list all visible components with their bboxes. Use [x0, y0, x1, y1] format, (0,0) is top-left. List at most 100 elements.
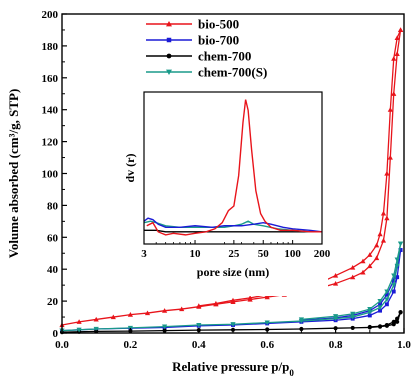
inset-x-tick-label: 10 [190, 248, 202, 260]
data-point [387, 154, 393, 160]
data-point [350, 314, 356, 320]
inset-series-bio-700 [144, 217, 322, 233]
x-axis-label: Relative pressure p/p0 [172, 359, 294, 377]
data-point [397, 27, 404, 33]
data-point [264, 320, 270, 326]
y-tick-label: 120 [42, 137, 59, 149]
data-point [360, 258, 366, 264]
data-point [391, 283, 397, 288]
data-point [384, 170, 390, 176]
data-point [162, 324, 168, 330]
y-tick-label: 40 [47, 264, 59, 276]
data-point [367, 310, 373, 315]
data-point [230, 297, 236, 303]
y-tick-label: 140 [42, 105, 59, 117]
data-point [367, 324, 372, 330]
data-point [230, 322, 236, 327]
data-point [367, 252, 373, 257]
series-chem-700(S) [59, 241, 404, 334]
y-tick-label: 180 [42, 41, 59, 53]
x-tick-label: 0.4 [192, 339, 206, 351]
data-point [230, 327, 236, 332]
legend-item-chem-700: chem-700 [146, 49, 251, 64]
data-point [384, 215, 390, 221]
data-point [391, 273, 397, 279]
y-tick-label: 160 [42, 73, 59, 85]
data-point [398, 248, 403, 253]
legend-label: chem-700 [198, 49, 251, 64]
data-point [350, 274, 356, 280]
data-point [378, 302, 383, 307]
data-point [196, 303, 202, 308]
inset-y-axis-label: dv (r) [123, 154, 137, 183]
y-tick-label: 60 [47, 232, 59, 244]
data-point [350, 265, 356, 270]
data-point [333, 316, 339, 322]
data-point [394, 51, 400, 56]
data-point [196, 322, 202, 328]
data-point [367, 313, 372, 318]
data-point [333, 272, 339, 278]
data-point [144, 310, 151, 316]
data-point [76, 327, 82, 333]
data-point [395, 275, 400, 280]
data-point [380, 237, 387, 243]
y-tick-label: 100 [42, 169, 59, 181]
data-point [374, 242, 380, 248]
data-point [384, 322, 389, 328]
data-point [384, 297, 390, 303]
legend-item-chem-700(S): chem-700(S) [146, 65, 267, 80]
x-tick-label: 0.2 [124, 339, 138, 351]
data-point [367, 263, 373, 269]
data-point [380, 210, 387, 216]
data-point [391, 319, 396, 324]
series-chem-700 [59, 310, 403, 335]
inset-x-tick-label: 200 [314, 248, 331, 260]
data-point [391, 56, 397, 61]
data-point [127, 312, 133, 317]
y-tick-label: 80 [47, 200, 59, 212]
data-point [374, 255, 380, 261]
x-tick-label: 0.8 [329, 339, 343, 351]
data-point [93, 316, 99, 322]
legend-label: chem-700(S) [198, 65, 267, 80]
inset-x-tick-label: 25 [228, 248, 240, 260]
legend-label: bio-700 [198, 33, 239, 48]
data-point [350, 311, 356, 317]
legend-item-bio-500: bio-500 [146, 17, 239, 32]
data-point [76, 319, 82, 324]
data-point [247, 295, 253, 300]
x-tick-label: 0.0 [55, 339, 69, 351]
inset-background [100, 90, 328, 296]
data-point [367, 306, 373, 312]
data-point [333, 280, 339, 286]
inset-x-tick-label: 50 [258, 248, 270, 260]
legend-item-bio-700: bio-700 [146, 33, 239, 48]
data-point [394, 257, 400, 263]
data-point [350, 325, 355, 330]
data-point [391, 289, 396, 294]
y-axis-label: Volume absorbed (cm³/g, STP) [6, 89, 21, 259]
legend-marker [166, 53, 172, 59]
inset-frame [143, 91, 323, 245]
data-point [299, 326, 304, 332]
legend-marker [166, 69, 172, 75]
data-point [398, 310, 403, 315]
data-point [360, 269, 366, 275]
legend-marker [166, 21, 172, 27]
data-point [395, 319, 400, 324]
data-point [162, 308, 168, 313]
x-tick-label: 1.0 [397, 339, 411, 351]
y-tick-label: 200 [42, 9, 59, 21]
data-point [377, 299, 383, 304]
data-point [264, 294, 270, 300]
inset-x-tick-label: 100 [284, 248, 301, 260]
x-axis-label-subscript: 0 [289, 368, 294, 377]
data-point [377, 324, 383, 329]
inset-x-axis-label: pore size (nm) [197, 265, 269, 279]
inset-series-bio-500 [146, 99, 322, 236]
inset-plot: 3 10 25 50 100 200 pore size (nm) dv (r) [100, 90, 331, 296]
legend-label: bio-500 [198, 17, 239, 32]
inset-series-chem-700 [144, 229, 322, 233]
